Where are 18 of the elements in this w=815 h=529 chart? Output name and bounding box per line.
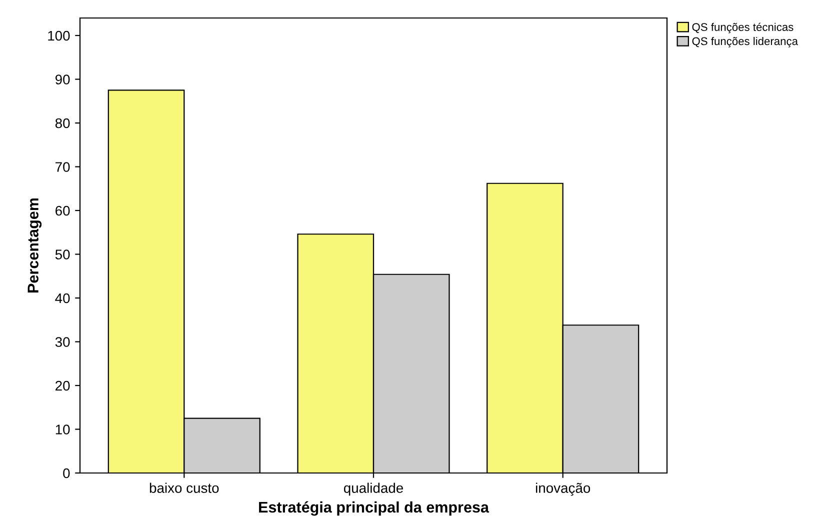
legend-label: QS funções técnicas [692, 22, 794, 34]
x-axis-title: Estratégia principal da empresa [259, 501, 490, 516]
x-tick-label: qualidade [344, 482, 404, 496]
legend-label: QS funções liderança [692, 36, 798, 48]
y-tick-label: 50 [55, 250, 70, 260]
x-tick-label: inovação [536, 482, 590, 496]
y-tick-label: 0 [63, 468, 70, 478]
y-tick-label: 40 [55, 293, 70, 304]
y-tick-label: 70 [56, 162, 70, 172]
y-tick-label: 100 [48, 30, 70, 41]
y-tick-label: 20 [56, 380, 70, 391]
y-tick-label: 30 [55, 337, 70, 347]
y-tick-label: 90 [55, 74, 70, 84]
y-tick-label: 10 [56, 424, 70, 434]
y-tick-label: 60 [56, 206, 70, 216]
y-axis-title: Percentagem [28, 198, 42, 292]
y-tick-label: 80 [55, 118, 70, 128]
x-tick-label: baixo custo [150, 482, 219, 493]
